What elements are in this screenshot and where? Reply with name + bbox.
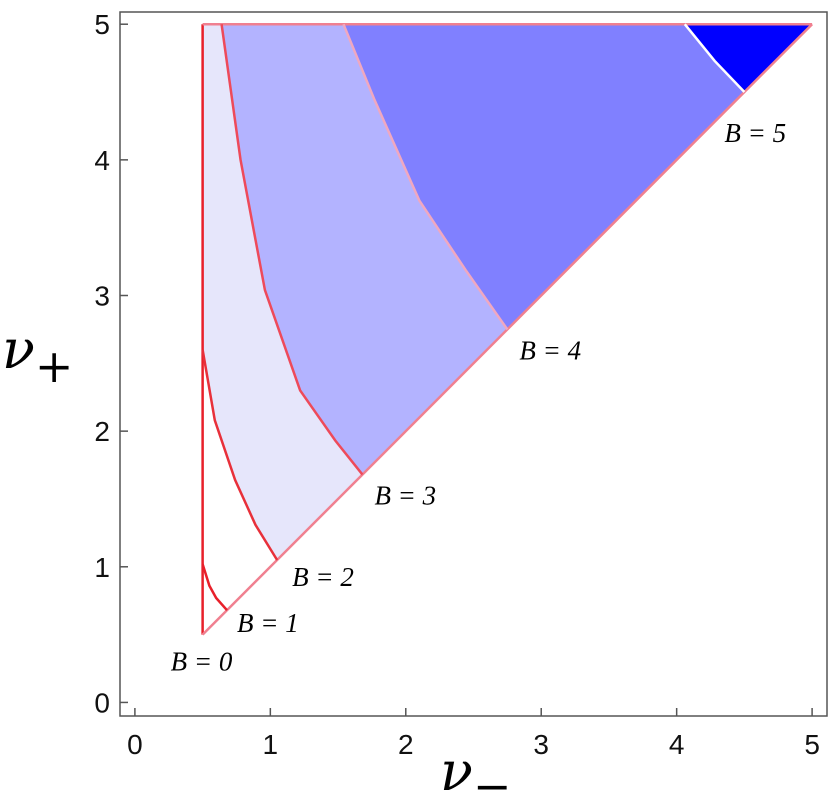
curve-label: B = 2 — [292, 562, 354, 592]
curve-label: B = 4 — [519, 335, 581, 365]
y-tick-label: 2 — [94, 416, 110, 447]
y-axis-label: ν+ — [2, 318, 73, 393]
curve-label: B = 3 — [374, 481, 436, 511]
x-tick-label: 0 — [127, 729, 143, 760]
y-tick-label: 1 — [94, 552, 110, 583]
y-tick-label: 4 — [94, 145, 110, 176]
x-tick-label: 4 — [669, 729, 685, 760]
plot-frame — [119, 11, 828, 717]
curve-label: B = 5 — [724, 118, 786, 148]
y-tick-label: 3 — [94, 280, 110, 311]
curve-label: B = 1 — [237, 608, 299, 638]
boundary-curve — [683, 23, 746, 93]
curve-label: B = 0 — [171, 647, 233, 677]
region-top — [684, 24, 813, 93]
y-label-main: ν — [2, 318, 35, 381]
x-axis-label: ν− — [440, 740, 511, 807]
boundary-curve — [342, 23, 509, 331]
x-tick-label: 3 — [533, 729, 549, 760]
x-tick-label: 5 — [804, 729, 820, 760]
x-tick-label: 2 — [398, 729, 414, 760]
boundary-curve — [201, 563, 228, 612]
x-label-sub: − — [473, 759, 512, 807]
y-label-sub: + — [35, 339, 74, 393]
region — [202, 24, 813, 330]
y-tick-label: 5 — [94, 9, 110, 40]
boundary-curve — [201, 349, 279, 561]
x-tick-label: 1 — [263, 729, 279, 760]
boundary-curve — [220, 24, 364, 476]
y-tick-label: 0 — [94, 687, 110, 718]
x-label-main: ν — [440, 740, 473, 803]
